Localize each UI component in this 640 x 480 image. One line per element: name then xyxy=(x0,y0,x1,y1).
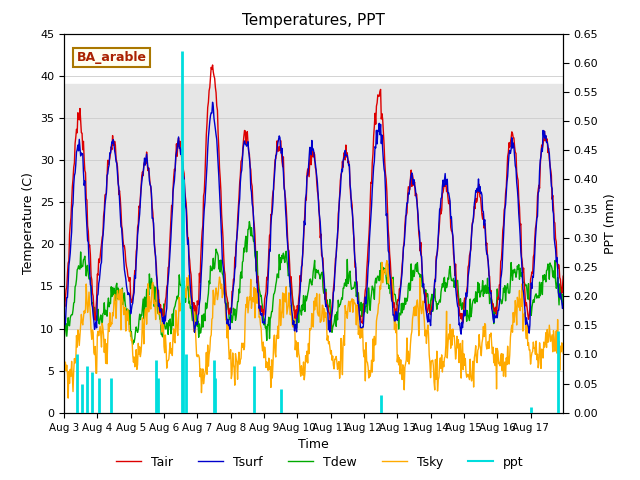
Y-axis label: Temperature (C): Temperature (C) xyxy=(22,172,35,274)
Title: Temperatures, PPT: Temperatures, PPT xyxy=(242,13,385,28)
Bar xyxy=(64,84,563,328)
Y-axis label: PPT (mm): PPT (mm) xyxy=(604,193,617,253)
Legend: Tair, Tsurf, Tdew, Tsky, ppt: Tair, Tsurf, Tdew, Tsky, ppt xyxy=(111,451,529,474)
X-axis label: Time: Time xyxy=(298,438,329,451)
Text: BA_arable: BA_arable xyxy=(77,51,147,64)
